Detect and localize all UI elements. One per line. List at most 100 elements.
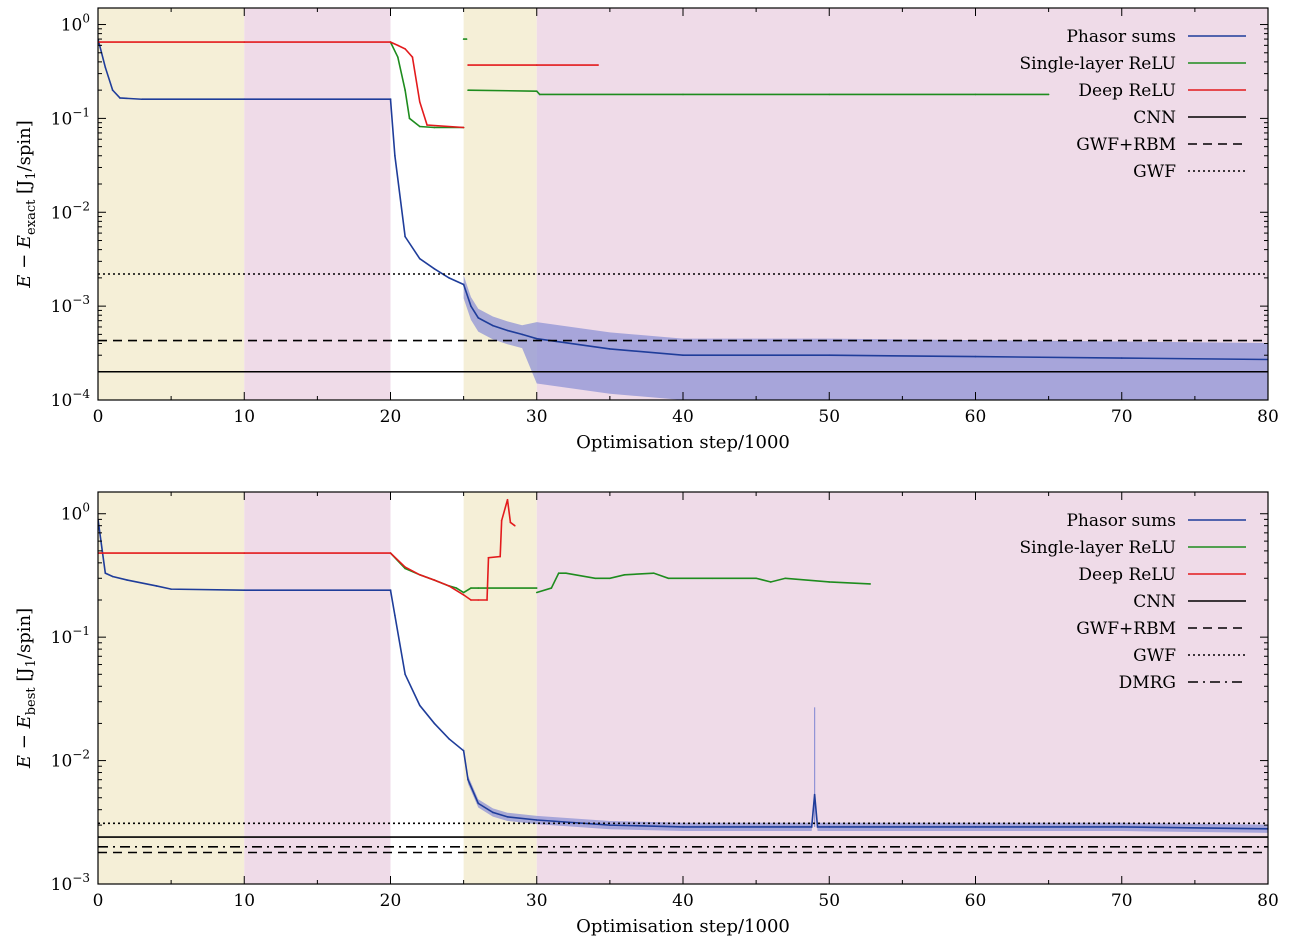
series-phasor-sums-point	[467, 778, 469, 781]
series-phasor-sums-point	[609, 824, 611, 826]
series-phasor-sums-point	[506, 816, 509, 818]
series-phasor-sums-point	[470, 305, 472, 307]
series-deep-relu-point	[411, 56, 414, 58]
series-phasor-sums-point	[433, 722, 436, 725]
x-tick-label: 40	[672, 891, 694, 911]
series-single-layer-relu-point	[869, 583, 871, 585]
series-phasor-sums-point	[492, 324, 494, 327]
shaded-region	[536, 492, 1268, 884]
series-single-layer-relu-point	[784, 577, 787, 580]
series-deep-relu-point	[514, 524, 516, 527]
x-tick-label: 50	[818, 891, 840, 911]
series-phasor-sums-point	[462, 750, 465, 752]
series-single-layer-relu-point	[477, 587, 480, 589]
legend-label: DMRG	[1119, 673, 1176, 693]
legend-label: Phasor sums	[1066, 511, 1176, 531]
x-tick-label: 70	[1111, 407, 1133, 427]
x-tick-label: 70	[1111, 891, 1133, 911]
series-deep-relu-point	[448, 585, 450, 587]
series-single-layer-relu-point	[828, 93, 831, 96]
x-tick-label: 60	[965, 891, 987, 911]
x-tick-label: 20	[380, 891, 402, 911]
series-phasor-sums-point	[104, 66, 107, 69]
series-phasor-sums-point	[119, 97, 121, 99]
series-single-layer-relu-point	[462, 591, 465, 594]
x-tick-label: 10	[233, 891, 255, 911]
x-tick-label: 80	[1257, 891, 1279, 911]
series-phasor-sums-point	[1120, 826, 1123, 828]
series-single-layer-relu-point	[711, 577, 714, 580]
series-single-layer-relu-point	[550, 587, 553, 589]
x-tick-label: 20	[380, 407, 402, 427]
series-deep-relu-point	[433, 579, 436, 581]
series-phasor-sums-point	[477, 802, 480, 805]
y-tick-label: 100	[61, 12, 90, 36]
series-phasor-sums-point	[243, 98, 246, 101]
series-phasor-sums-point	[243, 589, 246, 592]
series-single-layer-relu-point	[433, 126, 436, 129]
series-phasor-sums-point	[506, 329, 509, 332]
series-deep-relu-point	[467, 64, 469, 66]
series-phasor-sums-point	[477, 317, 480, 319]
series-phasor-sums-line	[98, 519, 1268, 830]
series-single-layer-relu-point	[755, 577, 757, 580]
series-phasor-sums-point	[418, 704, 421, 707]
series-deep-relu-point	[397, 44, 399, 47]
series-single-layer-relu-point	[397, 56, 399, 58]
legend-label: CNN	[1133, 592, 1176, 612]
series-single-layer-relu-point	[682, 93, 684, 96]
x-tick-label: 40	[672, 407, 694, 427]
series-single-layer-relu-point	[462, 38, 465, 40]
series-phasor-sums-point	[521, 333, 523, 336]
series-single-layer-relu-point	[465, 38, 468, 40]
x-tick-label: 30	[526, 891, 548, 911]
series-phasor-sums-point	[111, 575, 114, 578]
legend-label: GWF	[1133, 162, 1176, 182]
x-axis-label: Optimisation step/1000	[576, 916, 790, 937]
series-phasor-sums-point	[974, 826, 977, 828]
shaded-region	[244, 492, 391, 884]
series-phasor-sums-point	[462, 283, 465, 286]
series-single-layer-relu-point	[974, 93, 977, 96]
series-deep-relu-point	[404, 48, 406, 50]
y-tick-label: 10−4	[51, 387, 91, 411]
series-phasor-sums-point	[682, 354, 684, 357]
series-phasor-sums-point	[141, 98, 143, 101]
y-tick-label: 10−2	[51, 199, 90, 223]
x-tick-label: 60	[965, 407, 987, 427]
series-single-layer-relu-point	[467, 89, 469, 91]
legend-label: CNN	[1133, 108, 1176, 128]
series-phasor-sums-point	[389, 98, 392, 101]
series-deep-relu-point	[389, 41, 392, 43]
series-single-layer-relu-point	[609, 577, 611, 580]
chart-panel-2: 0 10 20 30 40 50 60 70 80 100 10−1 10−2 10−3 Optimisa…	[14, 491, 1279, 937]
phasor-noise-band	[463, 746, 1268, 833]
series-phasor-sums-point	[1120, 357, 1123, 359]
series-phasor-sums-point	[535, 819, 538, 821]
series-phasor-sums-point	[535, 337, 538, 340]
series-phasor-sums-point	[126, 579, 129, 581]
series-single-layer-relu-point	[535, 591, 538, 594]
series-deep-relu-point	[509, 521, 512, 524]
series-deep-relu-point	[418, 574, 421, 576]
series-deep-relu-point	[477, 599, 480, 601]
shaded-region	[536, 8, 1268, 400]
series-deep-relu-point	[500, 519, 503, 522]
series-phasor-sums-point	[111, 89, 114, 91]
series-phasor-sums-point	[404, 673, 406, 676]
plot-area	[98, 38, 1268, 400]
series-phasor-sums-point	[448, 277, 450, 279]
series-phasor-sums-point	[682, 826, 684, 828]
series-deep-relu-point	[243, 41, 246, 43]
series-phasor-sums-point	[433, 267, 436, 270]
y-tick-label: 100	[61, 501, 90, 525]
legend-label: GWF+RBM	[1076, 135, 1176, 155]
x-axis-label: Optimisation step/1000	[576, 432, 790, 453]
x-tick-label: 80	[1257, 407, 1279, 427]
series-single-layer-relu-point	[535, 90, 538, 92]
series-single-layer-relu-point	[557, 572, 560, 574]
y-axis-label: E − Eexact [J1/spin]	[14, 120, 39, 289]
series-phasor-sums-point	[828, 826, 831, 828]
series-deep-relu-point	[486, 599, 488, 601]
